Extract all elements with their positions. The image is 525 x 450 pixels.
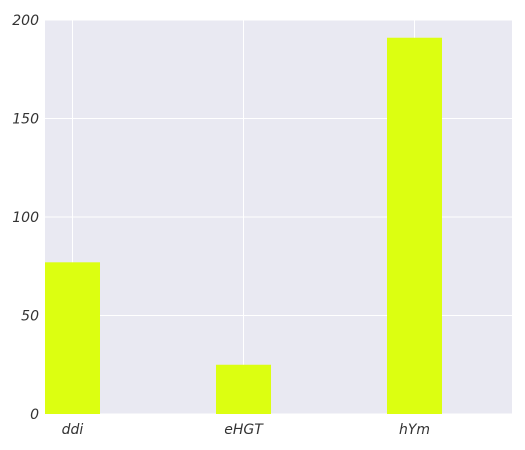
x-tick-label: ddi xyxy=(62,422,84,438)
x-tick-label: eHGT xyxy=(224,422,264,438)
bar-ddi xyxy=(45,262,100,414)
y-tick-label: 50 xyxy=(21,309,39,325)
bar-eHGT xyxy=(216,364,271,414)
x-tick-labels: ddi eHGT hYm xyxy=(62,422,430,438)
y-tick-label: 200 xyxy=(12,13,39,29)
y-tick-labels: 0 50 100 150 200 xyxy=(12,13,39,423)
x-tick-label: hYm xyxy=(399,422,430,438)
y-tick-label: 150 xyxy=(12,112,39,128)
bars xyxy=(45,37,442,414)
y-tick-label: 100 xyxy=(12,210,39,226)
bar-hYm xyxy=(387,37,442,414)
y-tick-label: 0 xyxy=(30,407,39,423)
